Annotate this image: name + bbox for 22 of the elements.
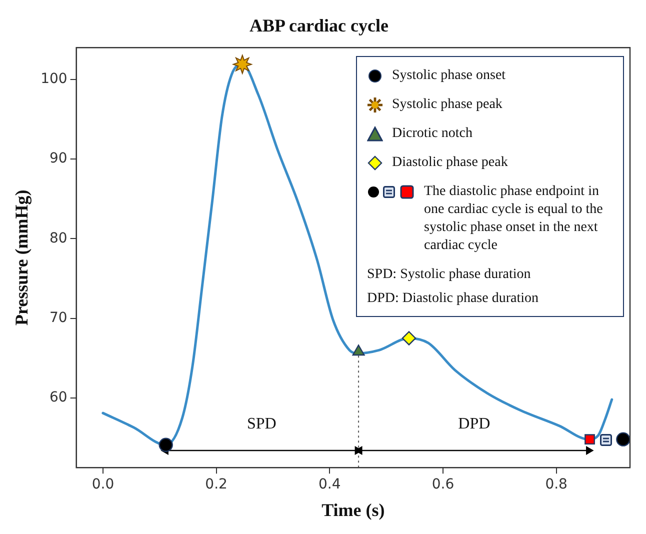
y-tick-label: 70: [49, 310, 68, 326]
x-tick-label: 0.0: [92, 476, 114, 493]
y-tick-label: 80: [49, 230, 68, 246]
x-tick-label: 0.4: [318, 476, 341, 493]
y-tick-label: 100: [40, 71, 68, 88]
legend-label: The diastolic phase endpoint in one cardiac cycle is equal to the systolic phase onset in the next cardiac cycle: [424, 183, 604, 255]
y-tick-label: 60: [49, 390, 68, 406]
annotation: SPD: [246, 416, 276, 433]
x-tick-label: 0.2: [205, 476, 228, 493]
legend-label: Diastolic phase peak: [392, 154, 508, 172]
legend-label: Dicrotic notch: [392, 125, 472, 143]
legend-label: Systolic phase onset: [392, 67, 506, 85]
annotation: SPD: Systolic phase duration: [367, 266, 532, 284]
y-axis-title: Pressure (mmHg): [11, 190, 32, 326]
legend-label: Systolic phase peak: [392, 96, 502, 114]
x-tick-label: 0.8: [545, 476, 568, 493]
annotation: DPD: Diastolic phase duration: [367, 290, 540, 308]
y-tick-label: 90: [49, 150, 68, 167]
chart-title: ABP cardiac cycle: [250, 15, 388, 36]
x-axis-title: Time (s): [322, 500, 385, 520]
annotation: DPD: [458, 416, 490, 433]
x-tick-label: 0.6: [432, 476, 454, 493]
